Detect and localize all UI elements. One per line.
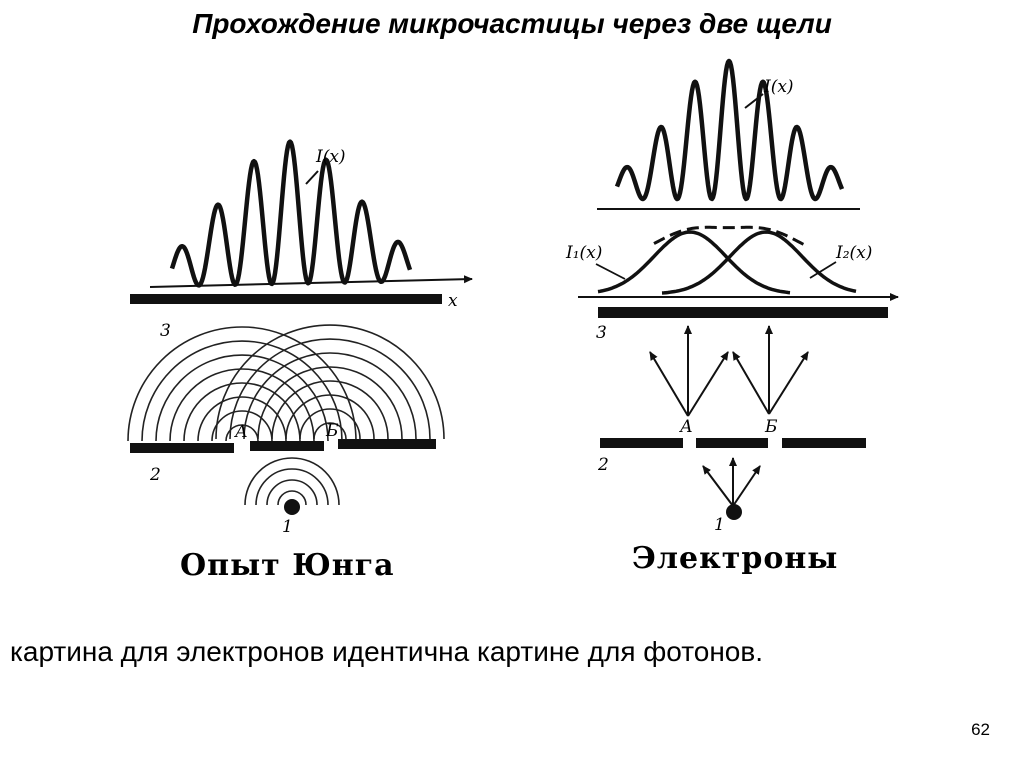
left-axis-label: x <box>448 291 458 311</box>
right-barrier <box>600 438 866 448</box>
right-source-label: 1 <box>714 515 725 535</box>
right-barrier-label: 2 <box>597 455 609 475</box>
wavefront-arc <box>244 457 340 506</box>
wavefront-arc <box>285 394 375 440</box>
wavefront-arc <box>169 368 315 442</box>
left-barrier-label: 2 <box>149 465 161 485</box>
left-screen <box>130 294 442 304</box>
slide-title: Прохождение микрочастицы через две щели <box>192 8 832 39</box>
left-intensity-label: I(x) <box>315 147 346 167</box>
left-source-label: 1 <box>282 517 293 537</box>
wavefront-arc <box>211 410 273 442</box>
young-experiment-diagram: I(x) x 3 2 1 А Б Опыт Юнга <box>127 139 473 583</box>
page-number: 62 <box>971 720 990 739</box>
wavefront-arc <box>255 468 329 506</box>
left-barrier <box>130 439 436 453</box>
right-i1-pointer <box>595 263 626 280</box>
left-wavefronts <box>127 324 445 506</box>
left-source-dot <box>284 499 300 515</box>
right-arrows <box>649 325 809 507</box>
left-x-axis <box>149 275 473 288</box>
left-caption: Опыт Юнга <box>180 548 395 583</box>
right-screen <box>598 307 888 318</box>
wavefront-arc <box>299 408 361 440</box>
wavefront-arc <box>215 324 445 440</box>
wavefront-arc <box>127 326 357 442</box>
right-intensity-pointer <box>744 93 764 109</box>
right-intensity-label: I(x) <box>763 77 794 97</box>
right-i2-pointer <box>809 261 837 279</box>
wavefront-arc <box>271 380 389 440</box>
left-screen-label: 3 <box>160 321 171 341</box>
wavefront-arc <box>257 366 403 440</box>
wavefront-arc <box>197 396 287 442</box>
right-interference-curve <box>614 58 845 202</box>
right-i2-label: I₂(x) <box>835 243 872 263</box>
right-slit-a-label: А <box>679 417 693 437</box>
wavefront-arc <box>155 354 329 442</box>
left-slit-a-label: А <box>234 422 248 442</box>
electrons-diagram: I(x) I₁(x) I₂(x) 3 2 1 А Б Электроны <box>565 58 899 576</box>
right-i1-label: I₁(x) <box>565 243 602 263</box>
wavefront-arc <box>313 422 347 440</box>
right-slit-b-label: Б <box>764 417 778 437</box>
wavefront-arc <box>229 338 431 440</box>
wavefront-arc <box>277 490 307 506</box>
right-i2-curve <box>661 230 857 295</box>
right-sum-dashed-curve <box>653 225 807 248</box>
wavefront-arc <box>141 340 343 442</box>
wavefront-arc <box>183 382 301 442</box>
left-slit-b-label: Б <box>325 421 339 441</box>
left-intensity-pointer <box>305 170 319 185</box>
right-screen-label: 3 <box>596 323 607 343</box>
bottom-statement: картина для электронов идентична картине… <box>10 636 764 667</box>
wavefront-arc <box>225 424 259 442</box>
wavefront-arc <box>243 352 417 440</box>
right-caption: Электроны <box>632 541 838 576</box>
right-source-dot <box>726 504 742 520</box>
right-i1-curve <box>597 230 791 295</box>
wavefront-arc <box>266 479 318 506</box>
left-interference-curve <box>169 139 413 288</box>
